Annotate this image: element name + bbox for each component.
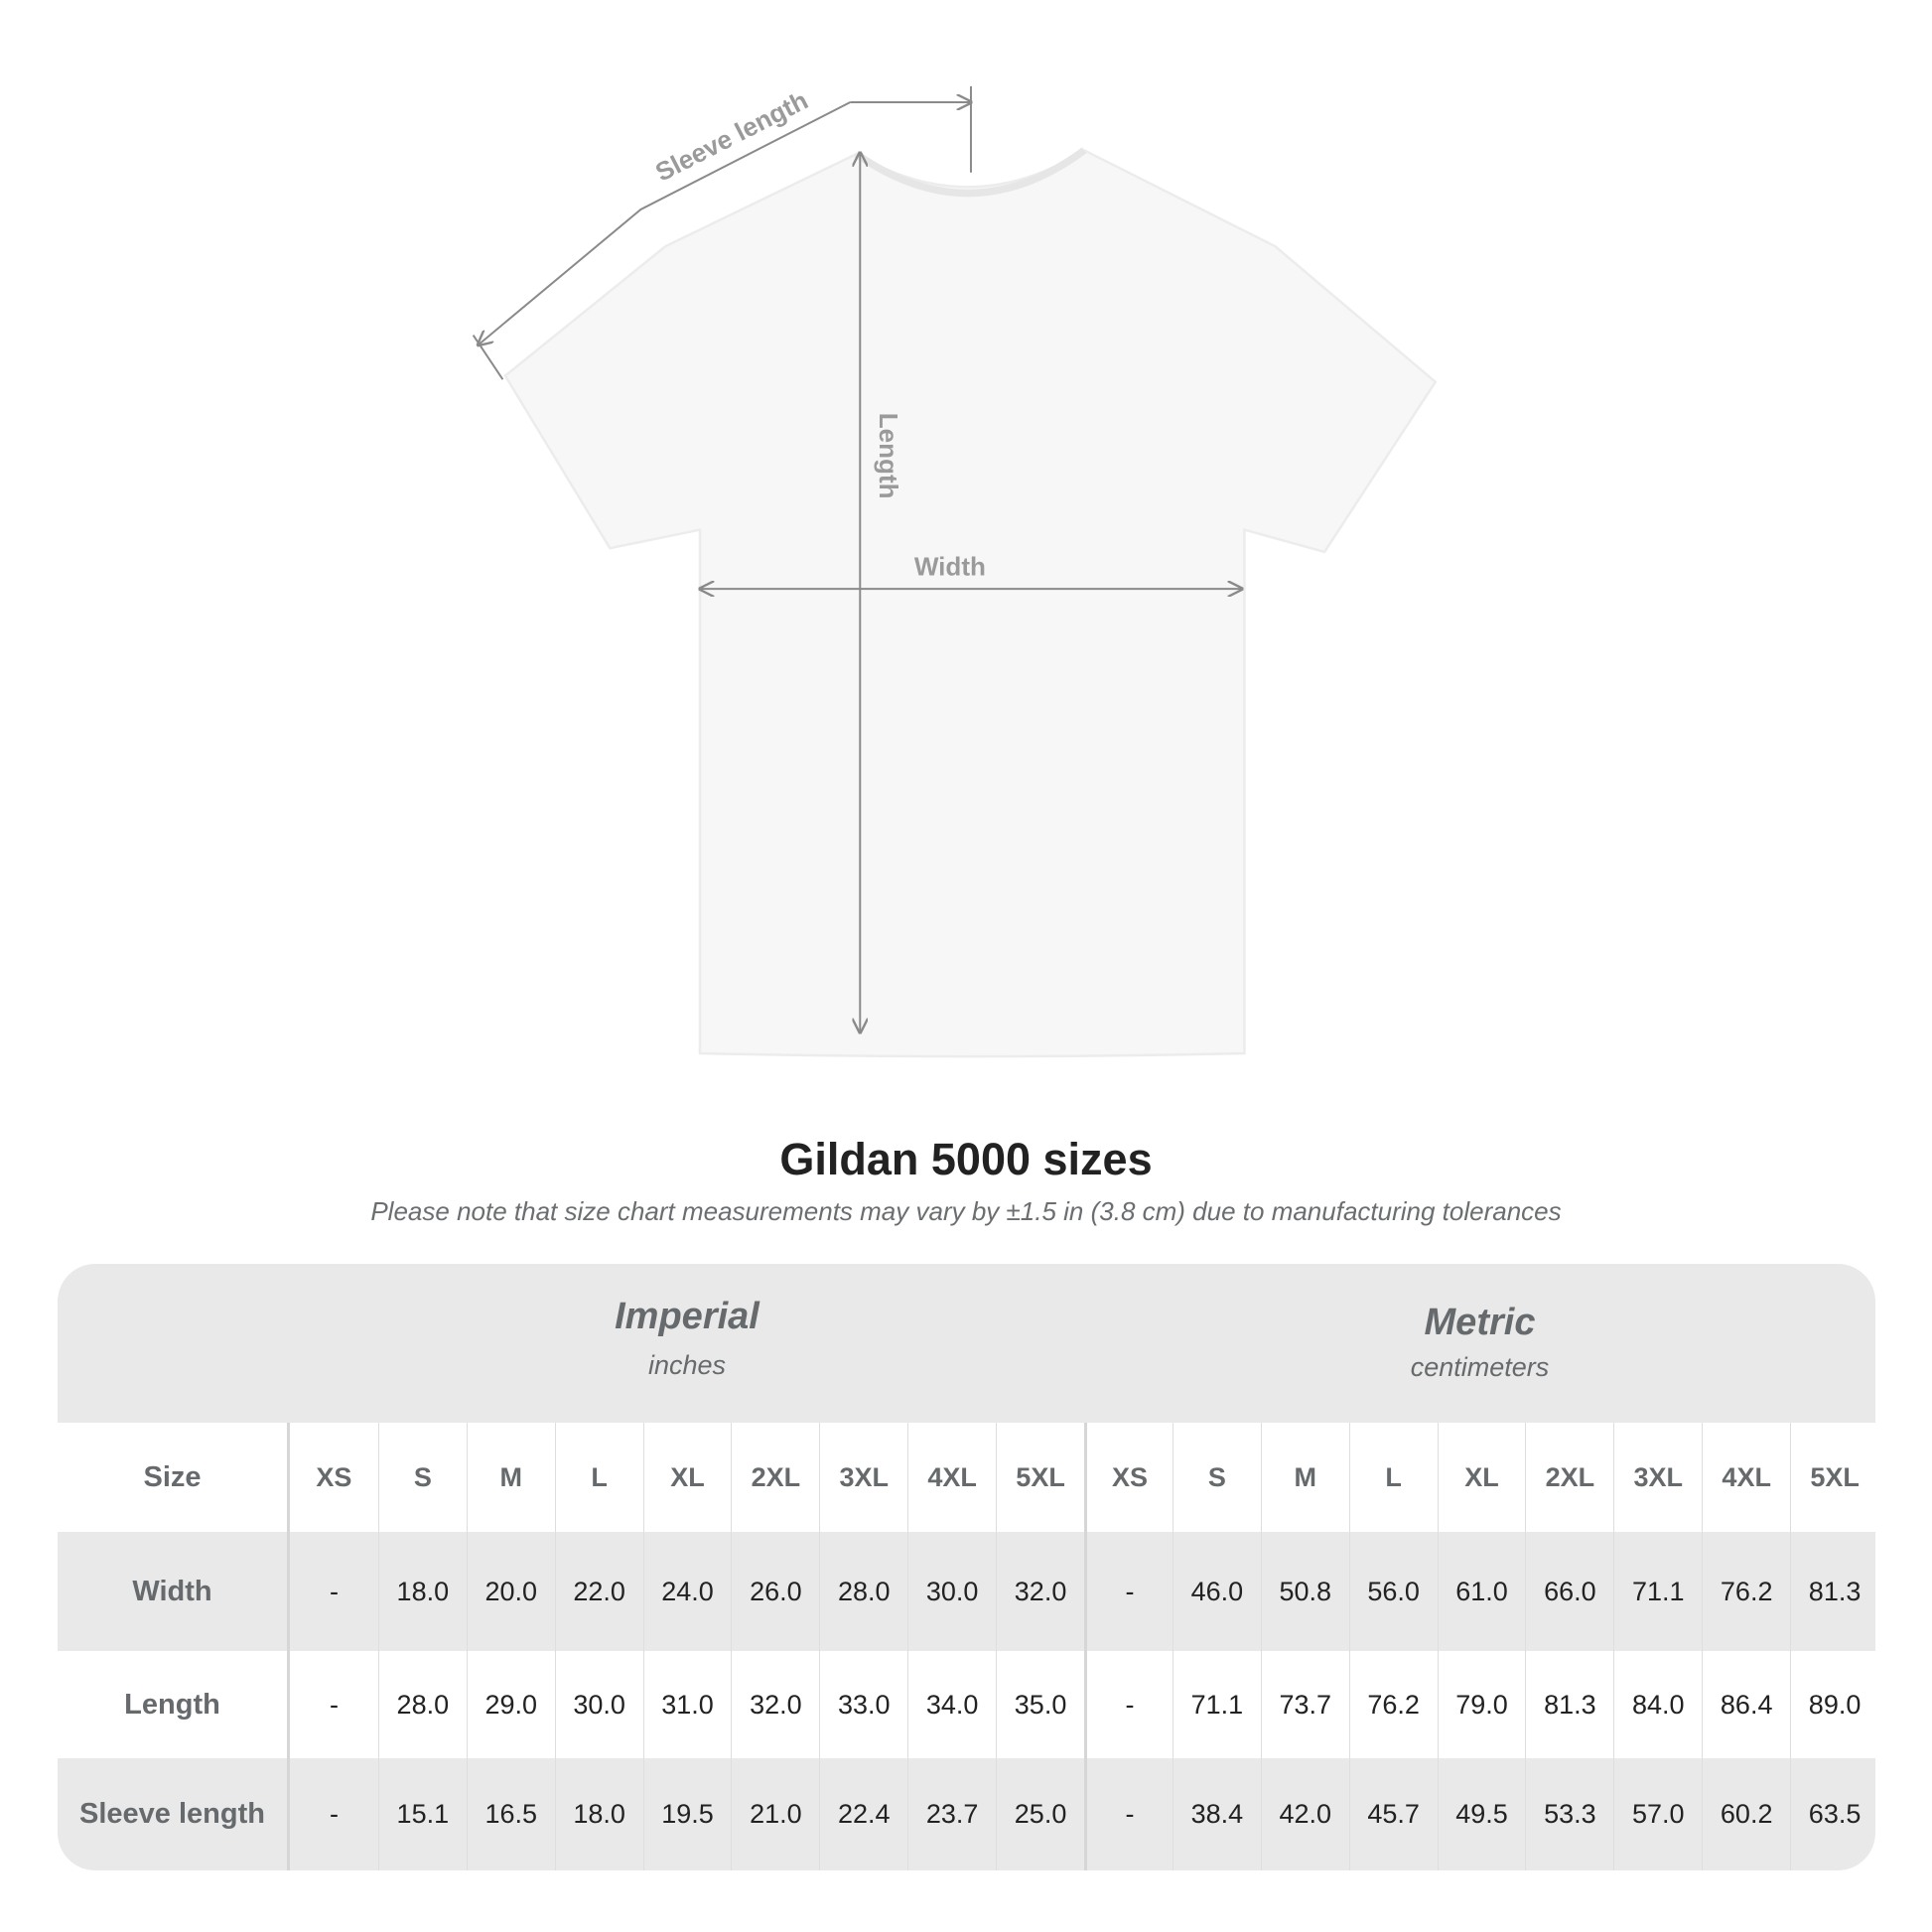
table-cell: 28.0 xyxy=(377,1651,467,1758)
table-cell: 25.0 xyxy=(996,1758,1084,1870)
table-cell: 60.2 xyxy=(1702,1758,1790,1870)
table-cell: - xyxy=(1084,1532,1173,1651)
table-cell: 49.5 xyxy=(1437,1758,1526,1870)
tshirt-shape xyxy=(503,148,1438,1058)
imperial-header: Imperial inches xyxy=(290,1264,1084,1423)
table-cell: - xyxy=(1084,1758,1173,1870)
table-cell: 53.3 xyxy=(1525,1758,1613,1870)
table-cell: 73.7 xyxy=(1260,1651,1349,1758)
table-cell: 30.0 xyxy=(907,1532,996,1651)
table-cell: 33.0 xyxy=(819,1651,907,1758)
table-cell: 15.1 xyxy=(377,1758,467,1870)
table-cell: 20.0 xyxy=(466,1532,555,1651)
table-cell: - xyxy=(329,1689,339,1720)
metric-header: Metric centimeters xyxy=(1084,1264,1875,1423)
row-label: Width xyxy=(58,1532,290,1651)
table-cell: 66.0 xyxy=(1525,1532,1613,1651)
table-row: Width -18.0 20.0 22.0 24.0 26.0 28.0 30.0 32.0-4… xyxy=(58,1532,1875,1651)
table-cell: 45.7 xyxy=(1348,1758,1438,1870)
size-header-cell: 5XL xyxy=(1790,1423,1875,1532)
size-header-row: Size XS S M L XL 2XL 3XL 4XL 5XL XS S M L XL 2XL 3XL 4XL 5… xyxy=(58,1423,1875,1532)
table-cell: 46.0 xyxy=(1172,1532,1261,1651)
table-cell: 50.8 xyxy=(1260,1532,1349,1651)
table-cell: 35.0 xyxy=(996,1651,1084,1758)
table-cell: 32.0 xyxy=(731,1651,819,1758)
table-cell: 34.0 xyxy=(907,1651,996,1758)
table-cell: 42.0 xyxy=(1260,1758,1349,1870)
table-cell: 21.0 xyxy=(731,1758,819,1870)
row-label: Size xyxy=(58,1423,290,1532)
size-header-cell: 5XL xyxy=(996,1423,1084,1532)
table-cell: 81.3 xyxy=(1790,1532,1875,1651)
size-header-cell: 4XL xyxy=(907,1423,996,1532)
size-header-cell: 3XL xyxy=(1613,1423,1702,1532)
size-header-cell: XS xyxy=(316,1461,352,1492)
imperial-unit: inches xyxy=(647,1350,727,1380)
table-cell: 61.0 xyxy=(1437,1532,1526,1651)
table-cell: 32.0 xyxy=(996,1532,1084,1651)
page-title: Gildan 5000 sizes xyxy=(779,1134,1153,1184)
table-cell: 23.7 xyxy=(907,1758,996,1870)
size-header-cell: 2XL xyxy=(1525,1423,1613,1532)
tshirt-diagram: Sleeve length Length Width xyxy=(472,85,1438,1058)
size-header-cell: XS xyxy=(1084,1423,1173,1532)
size-header-cell: L xyxy=(1348,1423,1438,1532)
table-cell: - xyxy=(329,1576,339,1606)
metric-title: Metric xyxy=(1424,1302,1536,1343)
table-cell: 56.0 xyxy=(1348,1532,1438,1651)
table-cell: 86.4 xyxy=(1702,1651,1790,1758)
table-cell: 16.5 xyxy=(466,1758,555,1870)
table-cell: - xyxy=(329,1799,339,1829)
size-header-cell: XL xyxy=(642,1423,732,1532)
size-header-cell: 3XL xyxy=(819,1423,907,1532)
width-label: Width xyxy=(914,552,986,582)
table-cell: 57.0 xyxy=(1613,1758,1702,1870)
table-cell: 31.0 xyxy=(642,1651,732,1758)
size-header-cell: M xyxy=(1260,1423,1349,1532)
table-cell: 71.1 xyxy=(1172,1651,1261,1758)
imperial-title: Imperial xyxy=(615,1296,759,1337)
table-cell: 38.4 xyxy=(1172,1758,1261,1870)
table-cell: 28.0 xyxy=(819,1532,907,1651)
table-cell: 18.0 xyxy=(554,1758,643,1870)
sleeve-measure-line xyxy=(472,85,971,380)
table-cell: 30.0 xyxy=(554,1651,643,1758)
size-header-cell: M xyxy=(466,1423,555,1532)
table-row: Sleeve length - 15.1 16.5 18.0 19.5 21.0 22.4 23… xyxy=(58,1758,1875,1870)
row-label: Sleeve length xyxy=(58,1758,290,1870)
size-header-cell: 2XL xyxy=(731,1423,819,1532)
table-cell: 22.4 xyxy=(819,1758,907,1870)
tolerance-note: Please note that size chart measurements… xyxy=(370,1196,1562,1226)
table-cell: 24.0 xyxy=(642,1532,732,1651)
table-cell: 29.0 xyxy=(466,1651,555,1758)
table-cell: 22.0 xyxy=(554,1532,643,1651)
size-header-cell: 4XL xyxy=(1702,1423,1790,1532)
size-header-cell: L xyxy=(554,1423,643,1532)
table-cell: 19.5 xyxy=(642,1758,732,1870)
size-header-cell: S xyxy=(1172,1423,1261,1532)
table-cell: 63.5 xyxy=(1790,1758,1875,1870)
size-header-cell: S xyxy=(377,1423,467,1532)
table-cell: 89.0 xyxy=(1790,1651,1875,1758)
row-label: Length xyxy=(58,1651,290,1758)
table-cell: 81.3 xyxy=(1525,1651,1613,1758)
table-cell: 84.0 xyxy=(1613,1651,1702,1758)
table-row: Length -28.0 29.0 30.0 31.0 32.0 33.0 34.0 35.0-… xyxy=(58,1651,1875,1758)
length-label: Length xyxy=(874,413,903,499)
table-cell: - xyxy=(1084,1651,1173,1758)
size-table: Imperial inches Metric centimeters Size X… xyxy=(58,1264,1875,1870)
table-cell: 76.2 xyxy=(1348,1651,1438,1758)
table-cell: 76.2 xyxy=(1702,1532,1790,1651)
metric-unit: centimeters xyxy=(1410,1352,1550,1382)
table-cell: 18.0 xyxy=(377,1532,467,1651)
size-header-cell: XL xyxy=(1437,1423,1526,1532)
sleeve-length-label: Sleeve length xyxy=(650,85,812,188)
table-cell: 26.0 xyxy=(731,1532,819,1651)
table-cell: 79.0 xyxy=(1437,1651,1526,1758)
table-cell: 71.1 xyxy=(1613,1532,1702,1651)
